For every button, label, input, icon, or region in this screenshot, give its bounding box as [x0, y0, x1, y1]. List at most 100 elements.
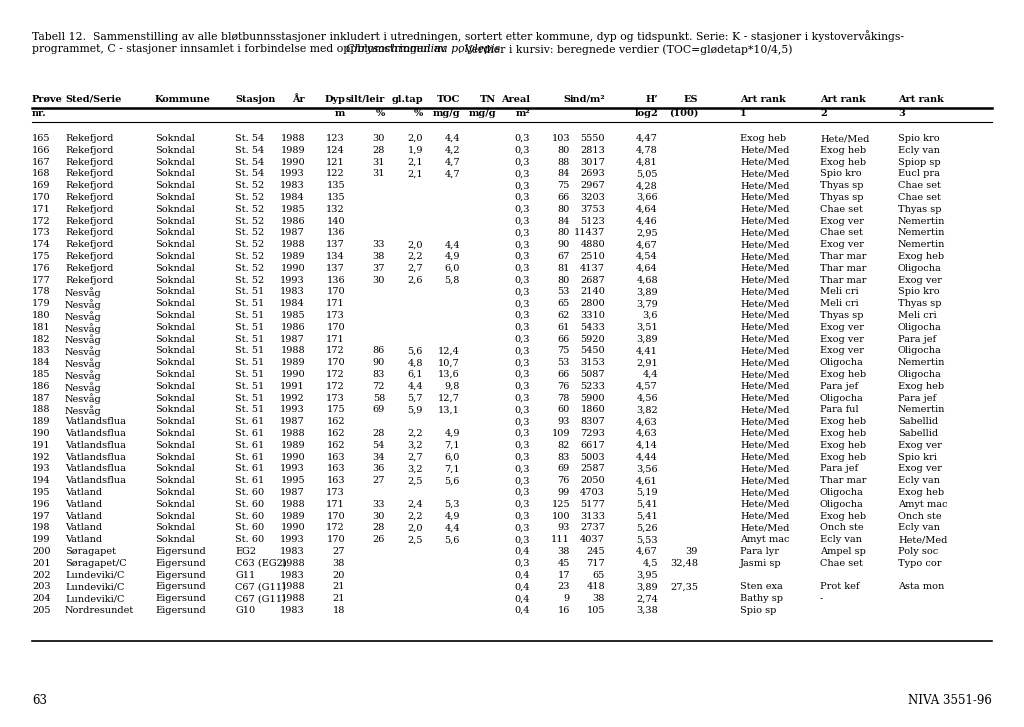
Text: 16: 16 — [558, 606, 570, 615]
Text: 54: 54 — [373, 441, 385, 450]
Text: Nesvåg: Nesvåg — [65, 393, 101, 404]
Text: 45: 45 — [558, 559, 570, 568]
Text: Exog ver: Exog ver — [898, 465, 942, 473]
Text: 4,54: 4,54 — [636, 252, 658, 261]
Text: 36: 36 — [373, 465, 385, 473]
Text: 93: 93 — [558, 523, 570, 532]
Text: 66: 66 — [558, 193, 570, 202]
Text: 124: 124 — [327, 146, 345, 155]
Text: 4,68: 4,68 — [636, 276, 658, 284]
Text: 1983: 1983 — [281, 606, 305, 615]
Text: Areal: Areal — [501, 95, 530, 104]
Text: 0,3: 0,3 — [514, 240, 530, 249]
Text: Rekefjord: Rekefjord — [65, 276, 114, 284]
Text: 3,89: 3,89 — [636, 334, 658, 344]
Text: 1992: 1992 — [281, 393, 305, 403]
Text: 181: 181 — [32, 323, 50, 332]
Text: Nesvåg: Nesvåg — [65, 323, 101, 334]
Text: 5,6: 5,6 — [444, 476, 460, 485]
Text: 140: 140 — [327, 217, 345, 225]
Text: Vatland: Vatland — [65, 535, 102, 545]
Text: 194: 194 — [32, 476, 50, 485]
Text: 90: 90 — [558, 240, 570, 249]
Text: 179: 179 — [32, 300, 50, 308]
Text: 5550: 5550 — [581, 134, 605, 143]
Text: Sokndal: Sokndal — [155, 276, 195, 284]
Text: Nemertin: Nemertin — [898, 228, 945, 238]
Text: 2,2: 2,2 — [408, 512, 423, 521]
Text: Prøve: Prøve — [32, 95, 62, 104]
Text: %: % — [376, 109, 385, 118]
Text: 189: 189 — [32, 417, 50, 426]
Text: 0,3: 0,3 — [514, 300, 530, 308]
Text: Rekefjord: Rekefjord — [65, 158, 114, 166]
Text: 1987: 1987 — [281, 488, 305, 497]
Text: 30: 30 — [373, 134, 385, 143]
Text: Hete/Med: Hete/Med — [740, 441, 790, 450]
Text: Rekefjord: Rekefjord — [65, 264, 114, 273]
Text: 135: 135 — [327, 193, 345, 202]
Text: 0,3: 0,3 — [514, 287, 530, 297]
Text: Para jef: Para jef — [898, 393, 936, 403]
Text: 199: 199 — [32, 535, 50, 545]
Text: H’: H’ — [645, 95, 658, 104]
Text: 4,56: 4,56 — [636, 393, 658, 403]
Text: 4,9: 4,9 — [444, 252, 460, 261]
Text: 80: 80 — [558, 228, 570, 238]
Text: Nemertin: Nemertin — [898, 358, 945, 367]
Text: Sokndal: Sokndal — [155, 205, 195, 214]
Text: 1983: 1983 — [281, 547, 305, 556]
Text: Vatlandsflua: Vatlandsflua — [65, 465, 126, 473]
Text: 0,3: 0,3 — [514, 205, 530, 214]
Text: 67: 67 — [558, 252, 570, 261]
Text: 0,3: 0,3 — [514, 382, 530, 391]
Text: 4,4: 4,4 — [444, 134, 460, 143]
Text: Para ful: Para ful — [820, 406, 859, 414]
Text: Hete/Med: Hete/Med — [740, 169, 790, 178]
Text: 1988: 1988 — [281, 559, 305, 568]
Text: 123: 123 — [327, 134, 345, 143]
Text: 5920: 5920 — [581, 334, 605, 344]
Text: 2,0: 2,0 — [408, 134, 423, 143]
Text: 63: 63 — [32, 694, 47, 707]
Text: 173: 173 — [327, 393, 345, 403]
Text: Rekefjord: Rekefjord — [65, 146, 114, 155]
Text: Sokndal: Sokndal — [155, 228, 195, 238]
Text: 21: 21 — [333, 582, 345, 591]
Text: 4,7: 4,7 — [444, 158, 460, 166]
Text: Sted/Serie: Sted/Serie — [65, 95, 122, 104]
Text: 1988: 1988 — [281, 346, 305, 356]
Text: Nesvåg: Nesvåg — [65, 346, 101, 357]
Text: Hete/Med: Hete/Med — [740, 240, 790, 249]
Text: Jasmi sp: Jasmi sp — [740, 559, 781, 568]
Text: 9: 9 — [564, 594, 570, 603]
Text: Exog ver: Exog ver — [898, 276, 942, 284]
Text: 4,9: 4,9 — [444, 512, 460, 521]
Text: 3,2: 3,2 — [408, 465, 423, 473]
Text: 0,3: 0,3 — [514, 523, 530, 532]
Text: 1989: 1989 — [281, 146, 305, 155]
Text: Chae set: Chae set — [898, 193, 941, 202]
Text: 174: 174 — [32, 240, 51, 249]
Text: 134: 134 — [327, 252, 345, 261]
Text: 2: 2 — [820, 109, 826, 118]
Text: -: - — [820, 594, 823, 603]
Text: St. 52: St. 52 — [234, 228, 264, 238]
Text: TN: TN — [480, 95, 496, 104]
Text: Sokndal: Sokndal — [155, 134, 195, 143]
Text: 1860: 1860 — [581, 406, 605, 414]
Text: 5,9: 5,9 — [408, 406, 423, 414]
Text: Hete/Med: Hete/Med — [740, 358, 790, 367]
Text: 2,0: 2,0 — [408, 240, 423, 249]
Text: 1993: 1993 — [281, 465, 305, 473]
Text: Spio kro: Spio kro — [898, 287, 940, 297]
Text: 31: 31 — [373, 169, 385, 178]
Text: 21: 21 — [333, 594, 345, 603]
Text: 4,2: 4,2 — [444, 146, 460, 155]
Text: mg/g: mg/g — [468, 109, 496, 118]
Text: Sten exa: Sten exa — [740, 582, 782, 591]
Text: 2,7: 2,7 — [408, 453, 423, 462]
Text: 200: 200 — [32, 547, 50, 556]
Text: Sabellid: Sabellid — [898, 429, 938, 438]
Text: 26: 26 — [373, 535, 385, 545]
